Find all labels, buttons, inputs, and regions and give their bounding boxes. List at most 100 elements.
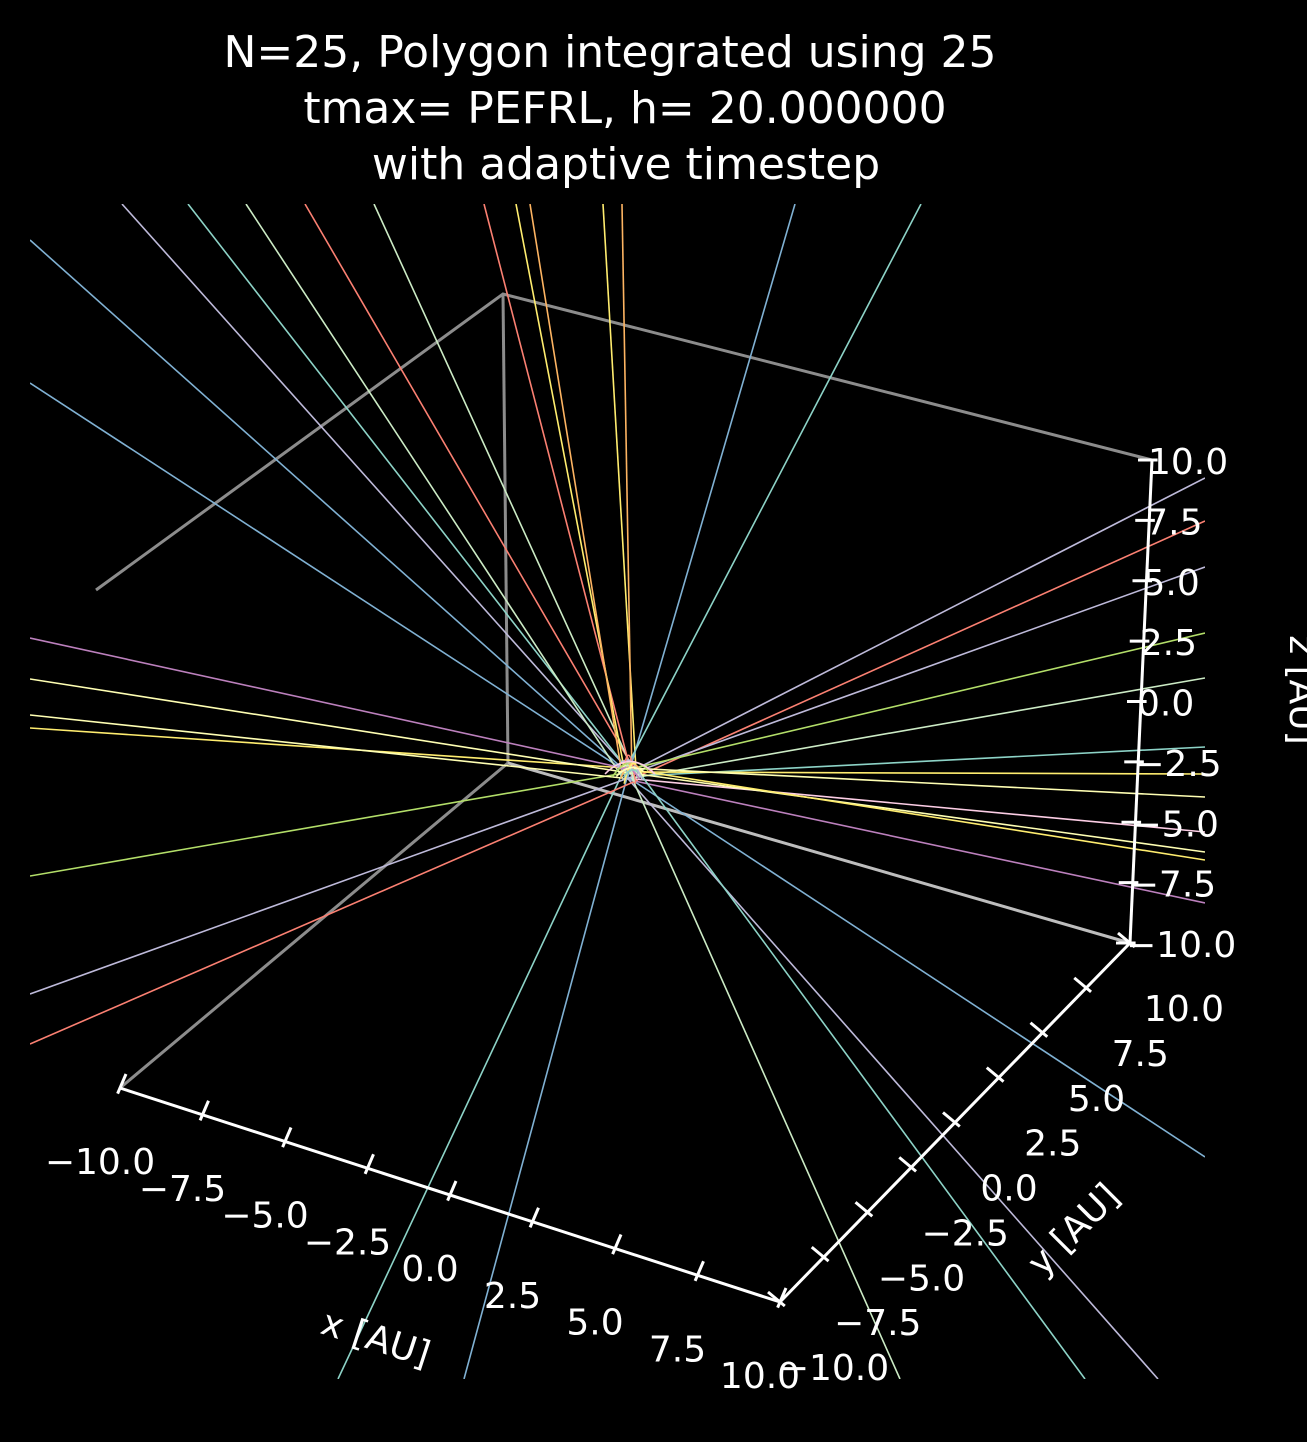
- y-tick-label-1: −7.5: [834, 1303, 921, 1344]
- x-tick-label-0: −10.0: [45, 1142, 155, 1183]
- x-tick-8: [776, 1287, 788, 1309]
- trajectory-line-16: [629, 566, 1205, 775]
- y-tick-label-6: 5.0: [1068, 1079, 1125, 1120]
- trajectory-line-30: [463, 773, 629, 1379]
- trajectory-line-32: [30, 779, 639, 1045]
- x-tick-3: [363, 1153, 375, 1175]
- trajectory-line-19: [635, 746, 1205, 777]
- y-tick-1: [810, 1245, 830, 1263]
- axes: −10.0−7.5−5.0−2.50.02.55.07.510.0 −10.0−…: [45, 442, 1236, 1397]
- trajectory-line-17: [625, 632, 1205, 771]
- trajectory-line-0: [30, 239, 623, 769]
- x-tick-5: [528, 1207, 540, 1228]
- y-tick-label-5: 2.5: [1024, 1124, 1081, 1165]
- trajectory-line-35: [30, 727, 627, 769]
- trajectory-knot-11: [623, 762, 637, 784]
- trajectory-line-38: [30, 637, 633, 771]
- trajectory-line-22: [623, 777, 1205, 833]
- trajectory-line-9: [529, 204, 623, 775]
- trajectory-line-12: [627, 204, 796, 777]
- trajectory-line-26: [625, 775, 1205, 1158]
- trajectory-line-13: [623, 204, 922, 773]
- x-tick-0: [116, 1073, 128, 1095]
- x-tick-label-8: 10.0: [720, 1356, 800, 1397]
- y-tick-label-0: −10.0: [779, 1348, 889, 1389]
- z-tick-label-8: 10.0: [1148, 442, 1228, 483]
- z-tick-label-0: −10.0: [1126, 925, 1236, 966]
- title-line-2: tmax= PEFRL, h= 20.000000: [303, 83, 946, 134]
- z-tick-label-1: −7.5: [1129, 865, 1216, 906]
- trajectory-knot-12: [622, 769, 637, 778]
- z-axis-ticks: −10.0 −7.5 −5.0 −2.5 0.0 2.5 5.0 7.5 10.0: [1116, 442, 1236, 966]
- trajectory-line-15: [633, 520, 1205, 779]
- back-pane-edges: [95, 292, 1153, 1090]
- trajectory-line-24: [633, 769, 1205, 861]
- y-axis-ticks: −10.0−7.5−5.0−2.50.02.55.07.510.0: [767, 931, 1224, 1389]
- pane-edge-floor-right: [507, 761, 1131, 945]
- y-tick-label-4: 0.0: [980, 1169, 1037, 1210]
- z-tick-label-3: −2.5: [1134, 744, 1221, 785]
- y-tick-6: [1029, 1021, 1049, 1038]
- x-axis-ticks: −10.0−7.5−5.0−2.50.0 2.5 5.0 7.5 10.0: [45, 1073, 800, 1397]
- trajectory-line-2: [121, 204, 633, 775]
- x-tick-label-7: 7.5: [649, 1329, 706, 1370]
- y-tick-3: [898, 1156, 918, 1173]
- trajectory-lines: [30, 204, 1205, 1379]
- trajectory-line-33: [30, 775, 635, 995]
- z-axis-label: z [AU]: [1281, 635, 1307, 744]
- x-tick-4: [446, 1180, 458, 1202]
- x-tick-label-4: 0.0: [401, 1249, 458, 1290]
- x-tick-2: [281, 1126, 293, 1148]
- x-tick-label-1: −7.5: [139, 1169, 226, 1210]
- trajectory-line-21: [627, 767, 1205, 798]
- trajectory-line-18: [621, 677, 1205, 781]
- trajectory-line-34: [30, 771, 631, 877]
- x-tick-label-2: −5.0: [221, 1196, 308, 1237]
- y-tick-label-3: −2.5: [922, 1213, 1009, 1254]
- x-tick-label-6: 5.0: [566, 1303, 623, 1344]
- y-tick-7: [1073, 976, 1093, 994]
- trajectory-line-31: [337, 769, 625, 1379]
- pane-edge-vertical: [501, 293, 510, 764]
- y-tick-label-7: 7.5: [1112, 1034, 1169, 1075]
- y-tick-label-2: −5.0: [878, 1258, 965, 1299]
- trajectory-knot-5: [619, 762, 641, 779]
- z-tick-label-5: 2.5: [1140, 623, 1197, 664]
- trajectory-line-5: [304, 204, 639, 777]
- trajectory-line-28: [635, 767, 1086, 1379]
- x-tick-6: [611, 1233, 623, 1255]
- trajectory-line-29: [631, 777, 901, 1379]
- trajectory-line-14: [637, 477, 1205, 769]
- trajectory-line-37: [30, 678, 637, 775]
- trajectory-knot-7: [604, 760, 656, 775]
- trajectory-line-1: [30, 382, 637, 779]
- trajectory-line-27: [621, 771, 1159, 1379]
- trajectory-knot-3: [623, 754, 637, 784]
- trajectory-line-6: [373, 204, 635, 773]
- y-tick-5: [985, 1066, 1005, 1083]
- x-tick-label-3: −2.5: [304, 1222, 391, 1263]
- x-tick-label-5: 2.5: [484, 1276, 541, 1317]
- x-tick-7: [693, 1260, 705, 1282]
- y-tick-2: [854, 1201, 874, 1218]
- trajectory-line-36: [30, 714, 623, 779]
- y-tick-8: [1117, 931, 1136, 949]
- trajectory-line-11: [621, 204, 633, 781]
- trajectory-line-23: [637, 773, 1205, 853]
- trajectory-line-25: [629, 779, 1205, 904]
- title-line-1: N=25, Polygon integrated using 25: [223, 27, 996, 78]
- title-line-3: with adaptive timestep: [372, 139, 880, 190]
- trajectory-knot-13: [615, 766, 645, 778]
- x-tick-1: [198, 1100, 210, 1121]
- z-tick-label-2: −5.0: [1132, 804, 1219, 845]
- y-tick-label-8: 10.0: [1144, 989, 1224, 1030]
- pane-edge-floor-left: [119, 761, 509, 1090]
- trajectory-line-4: [245, 204, 625, 781]
- z-tick-label-7: 7.5: [1145, 502, 1202, 543]
- y-tick-4: [942, 1111, 961, 1128]
- z-tick-label-4: 0.0: [1137, 684, 1194, 725]
- chart-title: N=25, Polygon integrated using 25 tmax= …: [223, 27, 996, 190]
- y-tick-0: [767, 1290, 786, 1308]
